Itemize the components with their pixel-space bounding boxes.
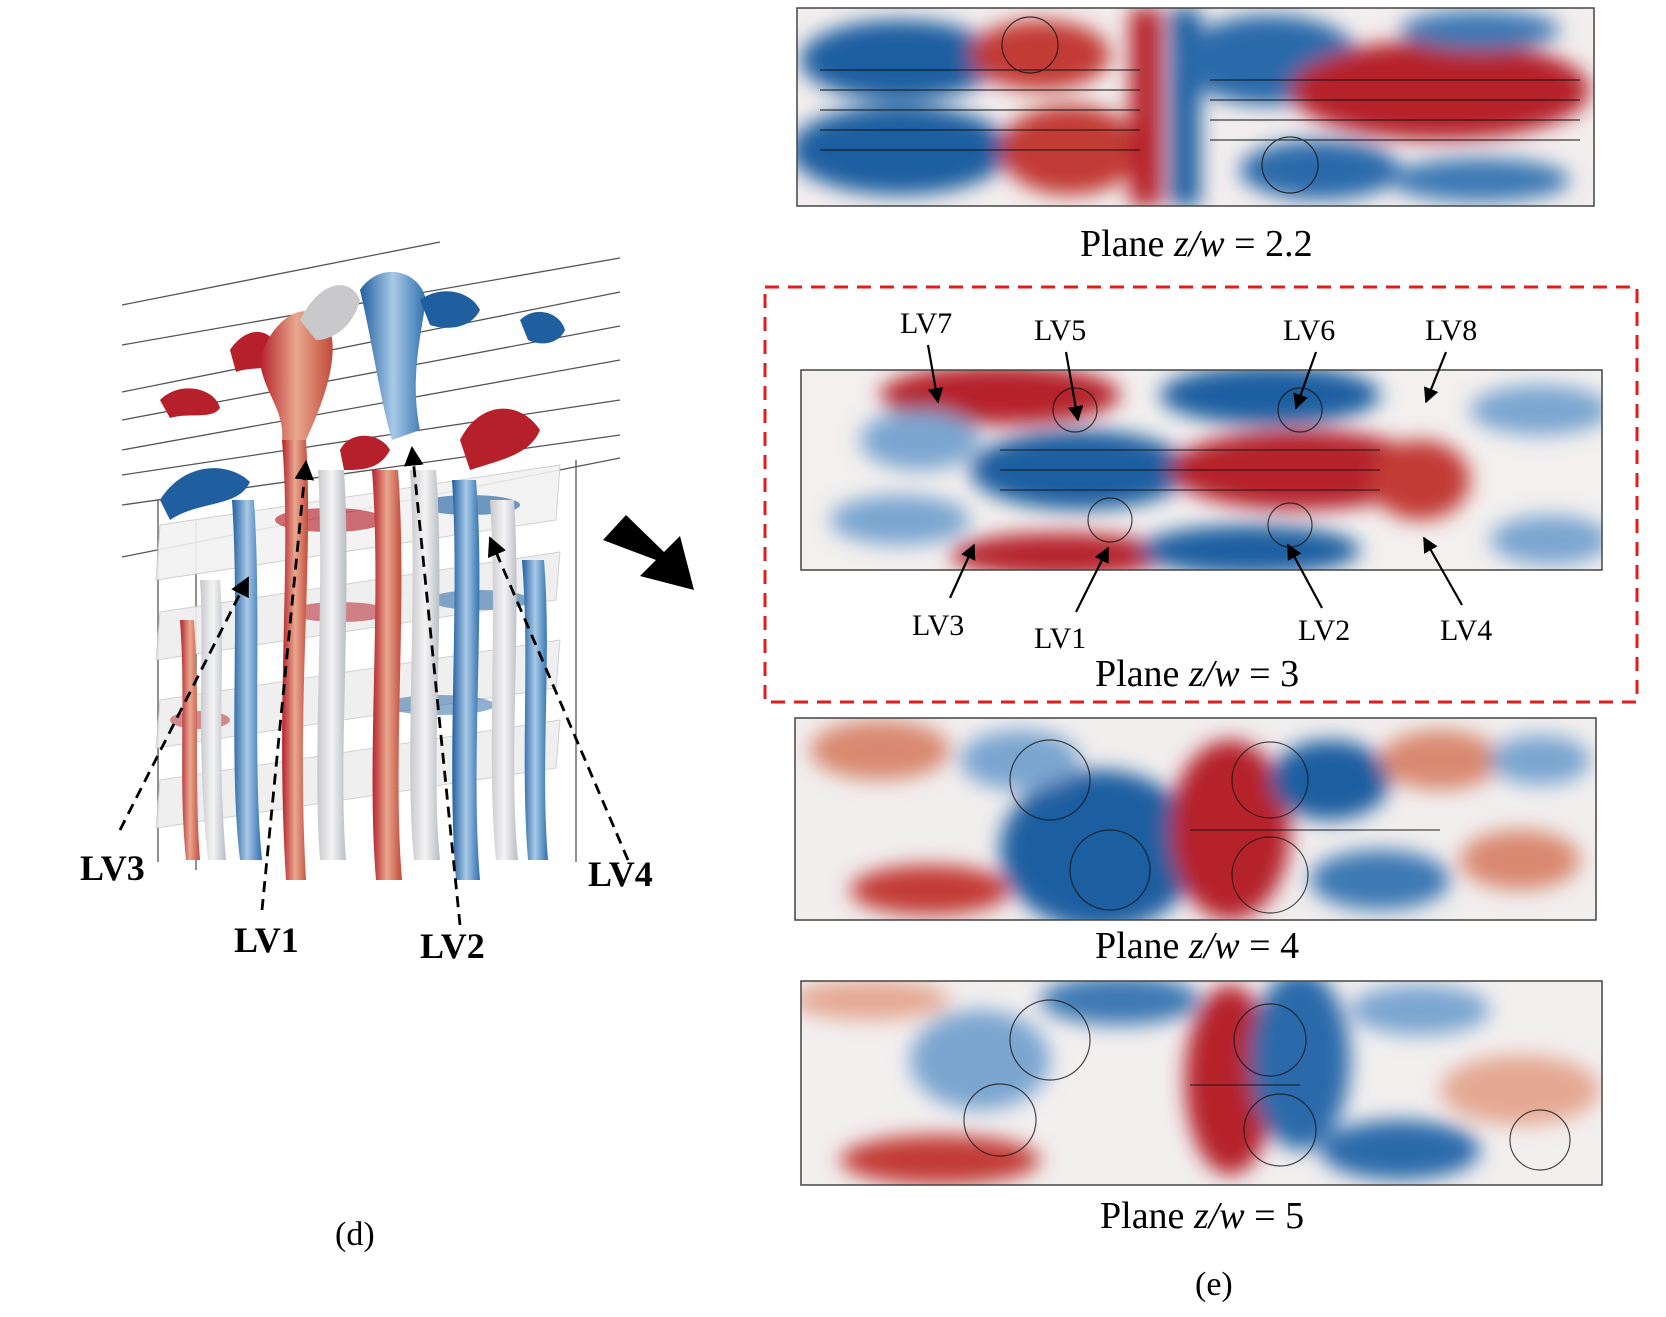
label-lv3-3d: LV3	[80, 848, 145, 888]
label-lv4-3d: LV4	[588, 854, 653, 894]
plane-label-z3: Plane z/w = 3	[1095, 653, 1299, 695]
label-lv3: LV3	[912, 609, 964, 642]
plane-z3-highlighted: LV7 LV5 LV6 LV8 LV3 LV1 LV2 LV4 Plan	[763, 285, 1639, 704]
velocity-arrows-p4	[963, 999, 1571, 1171]
velocity-arrows-p3	[1009, 739, 1440, 914]
panel-transition-arrow	[603, 515, 694, 590]
label-lv8: LV8	[1425, 314, 1477, 347]
plane-z2.2: Plane z/w = 2.2	[796, 7, 1595, 265]
panel-d-leaders	[118, 446, 630, 926]
vortex-top-blobs	[160, 271, 565, 520]
plane-label-z4: Plane z/w = 4	[1095, 925, 1299, 967]
label-lv7: LV7	[900, 307, 952, 340]
plane-z3-pointers	[926, 344, 1463, 613]
label-lv6: LV6	[1283, 314, 1335, 347]
plane-z3-labels: LV7 LV5 LV6 LV8 LV3 LV1 LV2 LV4	[900, 307, 1492, 655]
plane-z4: Plane z/w = 4	[794, 717, 1597, 967]
panel-d-caption: (d)	[335, 1216, 375, 1253]
label-lv2-3d: LV2	[420, 926, 485, 966]
velocity-arrows-p1	[820, 16, 1580, 194]
label-lv2: LV2	[1298, 614, 1350, 647]
label-lv1: LV1	[1034, 622, 1086, 655]
panel-e-planes: Plane z/w = 2.2	[763, 7, 1639, 1303]
plane-label-z5: Plane z/w = 5	[1100, 1195, 1304, 1237]
panel-d-3d-vortex-view: LV3 LV1 LV2 LV4 (d)	[80, 241, 653, 1253]
label-lv1-3d: LV1	[234, 920, 299, 960]
panel-d-labels: LV3 LV1 LV2 LV4	[80, 848, 653, 966]
panel-e-caption: (e)	[1195, 1266, 1233, 1303]
label-lv5: LV5	[1034, 314, 1086, 347]
plane-z5: Plane z/w = 5	[800, 980, 1603, 1237]
velocity-arrows-p2	[1000, 387, 1380, 548]
plane-label-z2.2: Plane z/w = 2.2	[1080, 223, 1313, 265]
label-lv4: LV4	[1440, 614, 1492, 647]
